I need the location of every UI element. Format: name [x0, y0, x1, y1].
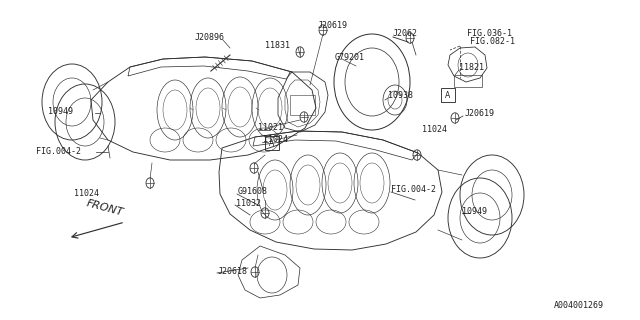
Bar — [265, 136, 279, 150]
Text: 11021: 11021 — [258, 124, 283, 132]
Bar — [290, 95, 315, 115]
Text: FIG.004-2: FIG.004-2 — [391, 186, 436, 195]
Text: A004001269: A004001269 — [554, 300, 604, 309]
Bar — [454, 75, 482, 87]
Text: J20618: J20618 — [218, 268, 248, 276]
Text: A: A — [269, 140, 275, 148]
Text: J20619: J20619 — [318, 21, 348, 30]
Text: 11024: 11024 — [422, 125, 447, 134]
Text: G79201: G79201 — [335, 52, 365, 61]
Text: G91608: G91608 — [238, 188, 268, 196]
Text: 10949: 10949 — [462, 206, 487, 215]
Text: J2062: J2062 — [393, 29, 418, 38]
Text: FRONT: FRONT — [85, 198, 125, 218]
Text: FIG.036-1: FIG.036-1 — [467, 28, 512, 37]
Text: A: A — [445, 92, 451, 100]
Text: 11831: 11831 — [265, 41, 290, 50]
Text: 11024: 11024 — [263, 135, 288, 145]
Bar — [441, 88, 455, 102]
Text: 11032: 11032 — [236, 198, 261, 207]
Text: 10949: 10949 — [48, 108, 73, 116]
Text: 11821: 11821 — [459, 62, 484, 71]
Text: FIG.004-2: FIG.004-2 — [36, 148, 81, 156]
Text: FIG.082-1: FIG.082-1 — [470, 37, 515, 46]
Text: 10938: 10938 — [388, 91, 413, 100]
Text: J20896: J20896 — [195, 33, 225, 42]
Text: 11024: 11024 — [74, 188, 99, 197]
Text: J20619: J20619 — [465, 108, 495, 117]
